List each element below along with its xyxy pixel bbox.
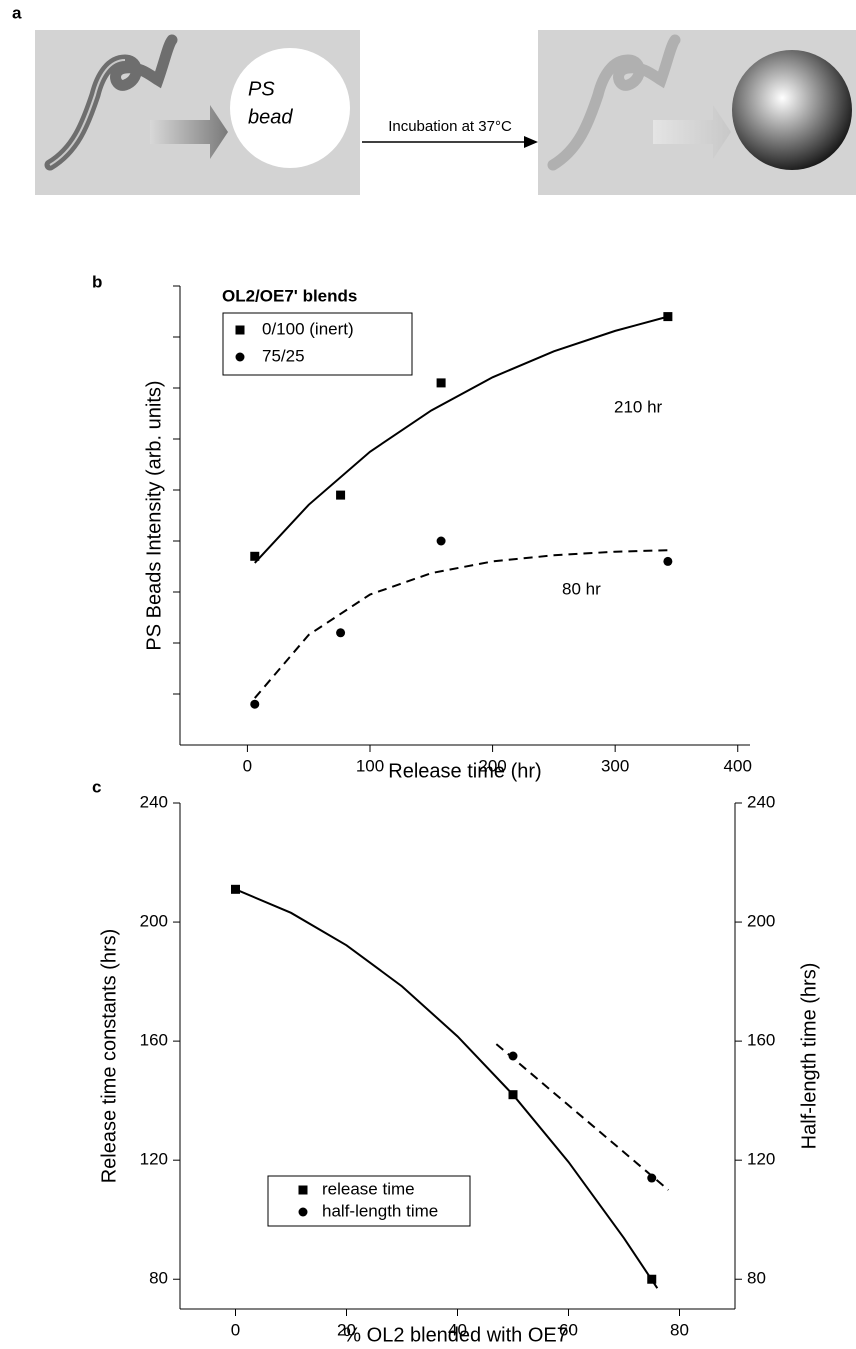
x-axis-label: % OL2 blended with OE7'	[343, 1324, 571, 1346]
x-tick-label: 40	[448, 1320, 467, 1339]
legend-label: half-length time	[322, 1201, 438, 1220]
legend-box	[267, 1175, 471, 1227]
y-tick-label: 160	[140, 1031, 168, 1050]
legend-title: OL2/OE7' blends	[222, 286, 357, 305]
peptide-highlight	[49, 59, 126, 166]
marker	[231, 884, 240, 894]
peptide	[547, 34, 681, 171]
fit-line	[254, 549, 668, 699]
x-tick-label: 80	[670, 1320, 689, 1339]
fit-line	[254, 315, 669, 564]
x-tick-label: 400	[724, 756, 752, 775]
marker	[647, 1274, 657, 1284]
marker	[336, 490, 346, 500]
panel-label: a	[12, 3, 22, 22]
marker	[663, 556, 673, 566]
marker	[250, 699, 260, 709]
y-axis-label: Release time constants (hrs)	[98, 929, 120, 1184]
panel-label: c	[92, 777, 101, 796]
legend-label: release time	[322, 1179, 415, 1198]
legend-label: 75/25	[262, 346, 305, 365]
x-tick-label: 100	[356, 756, 384, 775]
panel-a: a PS bead Incubation at 37°C	[12, 3, 856, 195]
arrow	[150, 105, 228, 159]
y-tick-label: 240	[140, 792, 168, 811]
y2-tick-label: 160	[747, 1031, 775, 1050]
bead-text: bead	[248, 106, 293, 128]
marker	[250, 551, 260, 561]
ps-bead	[230, 48, 350, 168]
fit-line	[235, 888, 659, 1289]
legend-marker	[298, 1207, 308, 1217]
annotation: 210 hr	[614, 397, 663, 416]
y2-tick-label: 200	[747, 912, 775, 931]
y2-tick-label: 120	[747, 1150, 775, 1169]
marker	[663, 312, 673, 322]
panel-label: b	[92, 272, 102, 291]
x-tick-label: 20	[337, 1320, 356, 1339]
annotation: 80 hr	[562, 579, 601, 598]
legend-marker	[235, 352, 245, 362]
y-axis-label: PS Beads Intensity (arb. units)	[143, 380, 165, 650]
x-tick-label: 300	[601, 756, 629, 775]
marker	[436, 378, 446, 388]
marker	[508, 1051, 518, 1061]
legend-marker	[235, 325, 245, 335]
arrow	[653, 105, 731, 159]
y2-tick-label: 240	[747, 792, 775, 811]
y-tick-label: 200	[140, 912, 168, 931]
x-tick-label: 200	[478, 756, 506, 775]
x-tick-label: 0	[231, 1320, 240, 1339]
legend-marker	[298, 1185, 308, 1195]
legend-box	[222, 312, 413, 376]
bead-text: PS	[248, 78, 275, 100]
marker	[336, 628, 346, 638]
marker	[508, 1090, 518, 1100]
legend-label: 0/100 (inert)	[262, 319, 354, 338]
loaded-bead	[732, 50, 852, 170]
y-tick-label: 80	[149, 1269, 168, 1288]
arrow-head	[524, 136, 538, 148]
y2-axis-label: Half-length time (hrs)	[798, 963, 820, 1150]
arrow-text: Incubation at 37°C	[388, 118, 512, 135]
fit-line	[495, 1043, 670, 1191]
y2-tick-label: 80	[747, 1269, 766, 1288]
x-tick-label: 0	[243, 756, 252, 775]
x-axis-label: Release time (hr)	[388, 760, 541, 782]
x-tick-label: 60	[559, 1320, 578, 1339]
marker	[436, 536, 446, 546]
y-tick-label: 120	[140, 1150, 168, 1169]
marker	[647, 1173, 657, 1183]
